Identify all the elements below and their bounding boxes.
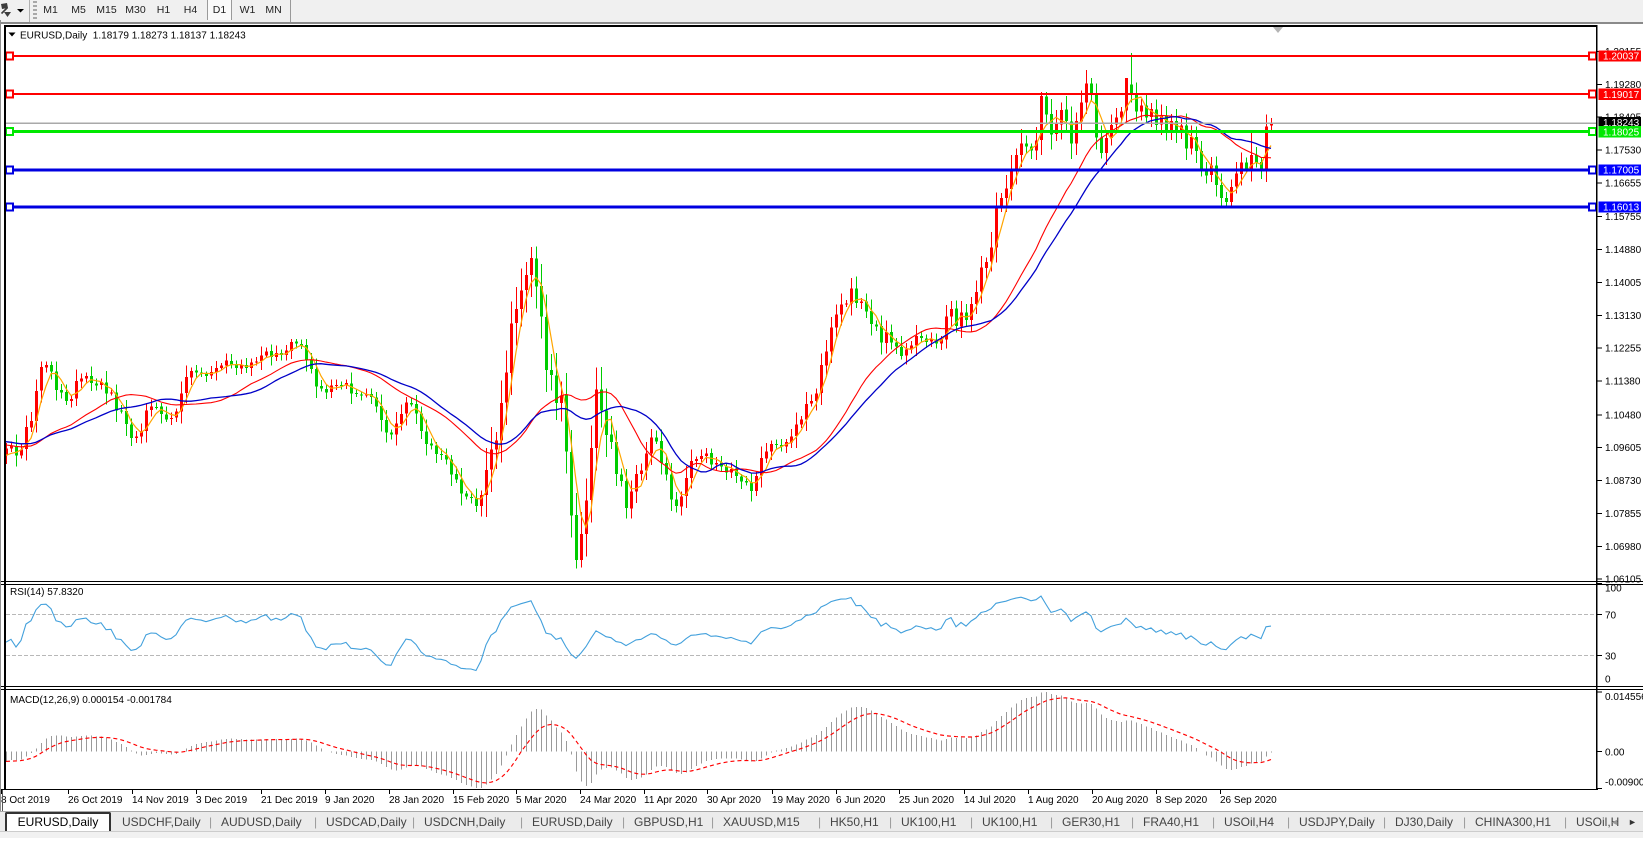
svg-text:1.17530: 1.17530 <box>1605 146 1642 157</box>
svg-text:9 Jan 2020: 9 Jan 2020 <box>325 795 375 806</box>
svg-text:3 Dec 2019: 3 Dec 2019 <box>196 795 248 806</box>
svg-text:1.14005: 1.14005 <box>1605 278 1642 289</box>
svg-text:1.07855: 1.07855 <box>1605 509 1642 520</box>
svg-text:14 Nov 2019: 14 Nov 2019 <box>132 795 189 806</box>
svg-text:8 Sep 2020: 8 Sep 2020 <box>1156 795 1208 806</box>
svg-text:11 Apr 2020: 11 Apr 2020 <box>644 795 698 806</box>
svg-text:1.17005: 1.17005 <box>1603 166 1640 177</box>
svg-text:15 Feb 2020: 15 Feb 2020 <box>453 795 510 806</box>
svg-text:26 Oct 2019: 26 Oct 2019 <box>68 795 123 806</box>
svg-text:1.18025: 1.18025 <box>1603 127 1640 138</box>
svg-text:1.08730: 1.08730 <box>1605 476 1642 487</box>
svg-text:0.00: 0.00 <box>1605 747 1625 758</box>
svg-text:30 Apr 2020: 30 Apr 2020 <box>707 795 761 806</box>
svg-text:24 Mar 2020: 24 Mar 2020 <box>580 795 637 806</box>
svg-text:1.18243: 1.18243 <box>1603 118 1640 129</box>
svg-text:5 Mar 2020: 5 Mar 2020 <box>516 795 567 806</box>
svg-text:1.20037: 1.20037 <box>1603 52 1640 63</box>
svg-text:-0.009001: -0.009001 <box>1605 778 1643 789</box>
svg-text:0: 0 <box>1605 675 1611 686</box>
svg-text:25 Jun 2020: 25 Jun 2020 <box>899 795 954 806</box>
svg-text:1.14880: 1.14880 <box>1605 245 1642 256</box>
svg-text:1 Aug 2020: 1 Aug 2020 <box>1028 795 1079 806</box>
svg-text:28 Jan 2020: 28 Jan 2020 <box>389 795 444 806</box>
svg-text:EURUSD,Daily 1.18179 1.18273: EURUSD,Daily 1.18179 1.18273 1.18137 1.1… <box>20 31 246 42</box>
svg-text:1.09605: 1.09605 <box>1605 443 1642 454</box>
svg-text:1.12255: 1.12255 <box>1605 344 1642 355</box>
svg-text:1.06105: 1.06105 <box>1605 575 1642 586</box>
svg-text:1.11380: 1.11380 <box>1605 377 1641 388</box>
svg-text:RSI(14) 57.8320: RSI(14) 57.8320 <box>10 587 84 598</box>
svg-text:1.06980: 1.06980 <box>1605 542 1642 553</box>
svg-text:6 Jun 2020: 6 Jun 2020 <box>836 795 886 806</box>
svg-text:1.19280: 1.19280 <box>1605 80 1642 91</box>
svg-text:19 May 2020: 19 May 2020 <box>772 795 830 806</box>
svg-text:20 Aug 2020: 20 Aug 2020 <box>1092 795 1149 806</box>
svg-text:14 Jul 2020: 14 Jul 2020 <box>964 795 1016 806</box>
svg-text:30: 30 <box>1605 651 1617 662</box>
svg-text:1.19017: 1.19017 <box>1603 90 1640 101</box>
svg-text:1.15755: 1.15755 <box>1605 212 1642 223</box>
svg-text:1.10480: 1.10480 <box>1605 410 1642 421</box>
svg-text:100: 100 <box>1605 584 1622 595</box>
svg-text:70: 70 <box>1605 610 1617 621</box>
svg-text:21 Dec 2019: 21 Dec 2019 <box>261 795 318 806</box>
svg-text:1.13130: 1.13130 <box>1605 311 1642 322</box>
svg-text:1.16655: 1.16655 <box>1605 178 1642 189</box>
svg-text:8 Oct 2019: 8 Oct 2019 <box>1 795 50 806</box>
svg-text:MACD(12,26,9) 0.000154 -0.0017: MACD(12,26,9) 0.000154 -0.001784 <box>10 695 172 706</box>
svg-text:1.16013: 1.16013 <box>1603 203 1640 214</box>
svg-text:26 Sep 2020: 26 Sep 2020 <box>1220 795 1277 806</box>
svg-text:0.014556: 0.014556 <box>1605 692 1643 703</box>
